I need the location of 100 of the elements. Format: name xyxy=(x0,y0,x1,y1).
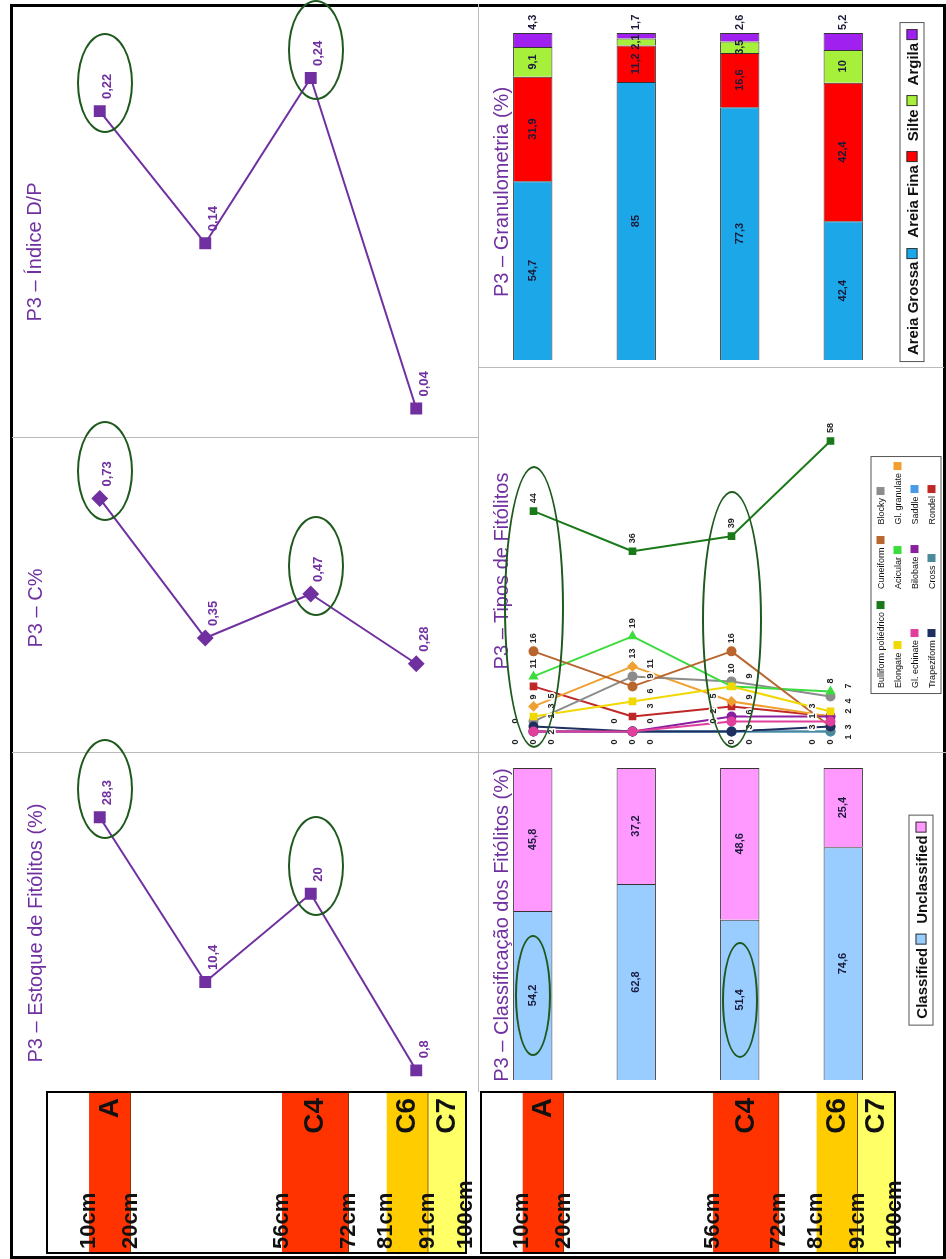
series-label: C7 xyxy=(429,1098,461,1134)
data-label: 45,8 xyxy=(525,828,538,851)
data-label: 0,73 xyxy=(99,461,115,487)
data-label: 6 xyxy=(644,688,655,694)
data-label: 42,4 xyxy=(836,279,849,302)
data-label: 4 xyxy=(842,698,853,704)
series-label: A xyxy=(92,1098,124,1119)
data-label: 0 xyxy=(725,739,736,745)
x-tick-label: 10cm xyxy=(508,1192,534,1249)
data-label: 51,4 xyxy=(732,988,745,1011)
data-label: 5 xyxy=(545,693,556,699)
data-label: 3 xyxy=(644,703,655,709)
data-label: 58 xyxy=(824,423,835,434)
series-label: C6 xyxy=(819,1098,851,1134)
legend-label: Silte xyxy=(903,109,921,142)
data-label: 28,3 xyxy=(99,779,115,806)
x-tick-label: 91cm xyxy=(843,1192,869,1249)
series-label: C4 xyxy=(297,1097,329,1134)
data-label: 0 xyxy=(743,739,754,745)
data-label: 2 xyxy=(842,708,853,714)
legend-label: Argila xyxy=(903,42,921,86)
data-label: 0 xyxy=(644,718,655,724)
legend-label: Rondel xyxy=(926,495,937,525)
x-tick-label: 100cm xyxy=(881,1180,907,1249)
data-label: 0 xyxy=(806,739,817,745)
data-label: 7 xyxy=(842,683,853,689)
legend-label: Bilobate xyxy=(909,556,920,590)
x-tick-label: 56cm xyxy=(267,1192,293,1249)
data-label: 0,24 xyxy=(310,39,326,67)
data-label: 39 xyxy=(725,518,736,529)
text: P3 – Índice D/P xyxy=(22,182,46,322)
data-label: 0 xyxy=(626,739,637,745)
data-label: 0 xyxy=(608,718,619,724)
x-tick-label: 100cm xyxy=(452,1180,478,1249)
x-tick-label: 56cm xyxy=(698,1192,724,1249)
x-tick-label: 20cm xyxy=(116,1192,142,1249)
data-label: 19 xyxy=(626,618,637,629)
data-label: 85 xyxy=(629,214,642,228)
data-label: 48,6 xyxy=(732,833,745,855)
text: P3 – Estoque de Fitólitos (%) xyxy=(23,803,47,1063)
data-label: 0,04 xyxy=(415,370,431,397)
data-label: 0 xyxy=(824,739,835,745)
data-label: 0,22 xyxy=(99,73,115,100)
data-label: 1,7 xyxy=(629,14,642,30)
data-label: 10 xyxy=(836,60,849,73)
data-label: 0 xyxy=(545,739,556,745)
data-label: 62,8 xyxy=(629,971,642,993)
data-label: 5 xyxy=(707,693,718,699)
data-label: 0,35 xyxy=(204,600,220,627)
data-label: 9 xyxy=(743,673,754,679)
legend-label: Unclassified xyxy=(912,835,930,924)
data-label: 3 xyxy=(545,703,556,709)
data-label: 8 xyxy=(824,678,835,684)
legend-label: Bulliform poliédrico xyxy=(875,612,886,689)
data-label: 2 xyxy=(545,729,556,735)
data-label: 54,2 xyxy=(525,984,538,1007)
data-label: 16,6 xyxy=(732,69,745,91)
legend-label: Acicular xyxy=(892,556,903,590)
legend-label: Areia Grossa xyxy=(903,261,921,356)
data-label: 54,7 xyxy=(525,259,538,282)
data-label: 11 xyxy=(644,658,655,669)
data-label: 0 xyxy=(608,739,619,745)
legend-label: Cuneiform xyxy=(875,547,886,590)
data-label: 9 xyxy=(527,694,538,700)
series-label: C4 xyxy=(728,1097,760,1134)
series-label: C6 xyxy=(390,1098,422,1134)
data-label: 9 xyxy=(644,673,655,679)
legend-label: Saddle xyxy=(909,496,920,525)
data-label: 44 xyxy=(527,493,538,504)
data-label: 77,3 xyxy=(732,222,745,245)
data-label: 11 xyxy=(527,658,538,669)
series-label: C7 xyxy=(859,1098,891,1134)
data-label: 3,5 xyxy=(732,39,745,55)
data-label: 3 xyxy=(842,724,853,730)
data-label: 11,2 xyxy=(629,53,642,75)
data-label: 25,4 xyxy=(836,796,849,819)
data-label: 10,4 xyxy=(204,943,220,971)
text: P3 – C% xyxy=(23,568,47,648)
data-label: 0,28 xyxy=(415,626,431,652)
legend-label: Gl. echinate xyxy=(909,640,920,689)
data-label: 5,2 xyxy=(836,14,849,30)
text: P3 – Granulometria (%) xyxy=(489,86,513,298)
data-label: 3 xyxy=(806,724,817,730)
x-tick-label: 81cm xyxy=(802,1192,828,1249)
legend-label: Cross xyxy=(926,565,937,590)
data-label: 2,1 xyxy=(629,34,642,50)
x-tick-label: 72cm xyxy=(765,1192,791,1249)
data-label: 37,2 xyxy=(629,815,642,837)
data-label: 3 xyxy=(806,703,817,709)
series-label: A xyxy=(525,1098,557,1119)
x-tick-label: 91cm xyxy=(414,1192,440,1249)
x-tick-label: 81cm xyxy=(372,1192,398,1249)
data-label: 16 xyxy=(725,633,736,644)
data-label: 9,1 xyxy=(525,54,538,70)
data-label: 20 xyxy=(310,867,326,882)
data-label: 13 xyxy=(626,648,637,659)
data-label: 1 xyxy=(842,734,853,740)
legend-label: Trapeziform xyxy=(926,640,937,689)
data-label: 74,6 xyxy=(836,952,849,975)
data-label: 42,4 xyxy=(836,140,849,163)
